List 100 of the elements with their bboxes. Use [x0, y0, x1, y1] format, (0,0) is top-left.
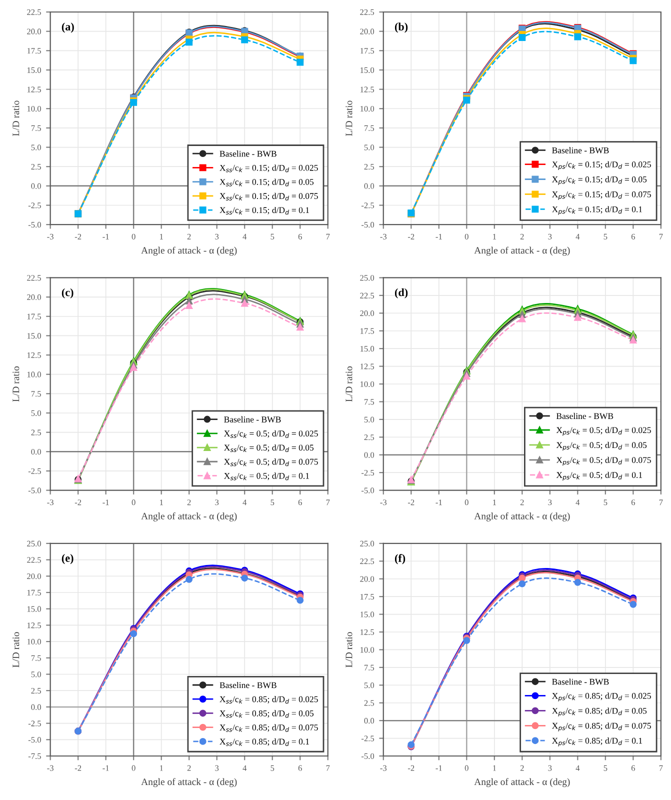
- x-axis-title: Angle of attack - α (deg): [141, 512, 237, 522]
- x-tick-label: -1: [102, 234, 109, 240]
- y-tick-label: 10.0: [360, 381, 374, 388]
- y-tick-label: 15.0: [360, 346, 374, 352]
- y-tick-label: 2.5: [364, 700, 374, 706]
- legend-label: X$_{ss}$/c$_{k}$ = 0.15; d/D$_{d}$ = 0.025: [220, 164, 318, 172]
- legend-label: X$_{ss}$/c$_{k}$ = 0.5; d/D$_{d}$ = 0.1: [224, 472, 309, 480]
- x-tick-label: -1: [436, 765, 442, 771]
- x-tick-label: 3: [548, 500, 552, 506]
- x-tick-label: 7: [659, 765, 663, 771]
- x-tick-label: 1: [493, 765, 496, 771]
- y-tick-label: 7.5: [31, 655, 41, 661]
- text: (a): [62, 22, 74, 33]
- legend-label: X$_{ps}$/c$_{k}$ = 0.85; d/D$_{d}$ = 0.075: [552, 722, 651, 732]
- y-tick-label: 15.0: [360, 612, 374, 618]
- legend-label: X$_{ss}$/c$_{k}$ = 0.85; d/D$_{d}$ = 0.05: [220, 710, 314, 718]
- x-tick-label: 7: [659, 500, 663, 506]
- text: (d): [394, 288, 408, 298]
- x-tick-label: 2: [520, 234, 524, 240]
- x-tick-label: -3: [380, 234, 387, 240]
- y-tick-label: 5.0: [364, 682, 374, 688]
- y-tick-label: 20.0: [27, 28, 41, 34]
- y-tick-label: 17.5: [360, 48, 374, 54]
- x-tick-label: 1: [160, 765, 163, 771]
- x-tick-label: 3: [215, 765, 219, 771]
- y-tick-label: -2.5: [28, 720, 41, 726]
- y-tick-label: -5.0: [361, 222, 374, 228]
- x-axis-title: Angle of attack - α (deg): [474, 512, 570, 522]
- y-tick-label: 15.0: [27, 333, 41, 339]
- y-tick-label: -5.0: [361, 753, 374, 760]
- y-tick-label: 2.5: [364, 434, 374, 440]
- legend-label: X$_{ps}$/c$_{k}$ = 0.5; d/D$_{d}$ = 0.1: [556, 472, 642, 481]
- x-tick-label: -1: [436, 234, 442, 240]
- x-tick-label: 5: [270, 500, 274, 506]
- x-tick-label: -3: [47, 765, 54, 771]
- x-tick-label: -2: [408, 234, 414, 240]
- legend-label: X$_{ps}$/c$_{k}$ = 0.85; d/D$_{d}$ = 0.05: [552, 708, 647, 716]
- x-tick-label: 2: [187, 500, 191, 506]
- y-tick-label: 20.0: [360, 310, 374, 316]
- x-tick-label: 2: [187, 765, 191, 771]
- x-tick-label: 5: [604, 500, 608, 506]
- text: (b): [394, 22, 408, 33]
- x-tick-label: -3: [380, 765, 387, 771]
- x-tick-label: -2: [74, 234, 82, 240]
- legend-label: X$_{ss}$/c$_{k}$ = 0.15; d/D$_{d}$ = 0.1: [220, 206, 309, 215]
- x-tick-label: 4: [242, 765, 247, 771]
- x-tick-label: 0: [464, 500, 468, 506]
- y-tick-label: 25.0: [360, 540, 374, 546]
- x-tick-label: 4: [576, 234, 580, 240]
- y-axis-title: L/D ratio: [12, 632, 20, 668]
- x-tick-label: 5: [270, 234, 274, 240]
- x-tick-label: 2: [520, 765, 524, 771]
- legend-label: X$_{ps}$/c$_{k}$ = 0.15; d/D$_{d}$ = 0.1: [552, 206, 642, 215]
- legend-label: X$_{ss}$/c$_{k}$ = 0.15; d/D$_{d}$ = 0.05: [220, 178, 314, 186]
- x-axis-title: Angle of attack - α (deg): [474, 778, 570, 788]
- y-tick-label: 0.0: [364, 718, 374, 724]
- y-tick-label: 17.5: [27, 590, 41, 596]
- y-tick-label: -2.5: [361, 202, 374, 208]
- y-tick-label: 22.5: [360, 558, 374, 564]
- x-tick-label: 6: [631, 765, 636, 771]
- y-axis-title: L/D ratio: [12, 100, 20, 136]
- x-tick-label: 3: [548, 765, 552, 771]
- legend-label: X$_{ps}$/c$_{k}$ = 0.15; d/D$_{d}$ = 0.075: [552, 191, 651, 200]
- y-tick-label: 10.0: [27, 372, 41, 378]
- y-tick-label: 0.0: [31, 183, 41, 189]
- legend-label: X$_{ps}$/c$_{k}$ = 0.5; d/D$_{d}$ = 0.05: [556, 442, 647, 451]
- x-tick-label: 3: [215, 234, 219, 240]
- y-tick-label: -5.0: [28, 488, 41, 494]
- y-tick-label: 17.5: [360, 594, 374, 600]
- x-tick-label: 7: [659, 234, 663, 240]
- y-tick-label: 7.5: [364, 664, 374, 670]
- text: (c): [62, 288, 74, 298]
- y-tick-label: 12.5: [27, 622, 41, 628]
- y-tick-label: 0.0: [31, 704, 41, 710]
- y-tick-label: 2.5: [31, 430, 41, 436]
- x-tick-label: 6: [298, 234, 302, 240]
- x-tick-label: 7: [326, 234, 330, 240]
- x-tick-label: -3: [47, 500, 54, 506]
- x-tick-label: 0: [464, 765, 468, 771]
- legend-label: X$_{ps}$/c$_{k}$ = 0.85; d/D$_{d}$ = 0.1: [552, 738, 642, 746]
- x-tick-label: -2: [74, 500, 82, 506]
- y-tick-label: 7.5: [364, 399, 374, 405]
- x-tick-label: 7: [326, 500, 330, 506]
- y-tick-label: 10.0: [27, 106, 41, 112]
- y-tick-label: 5.0: [364, 416, 374, 422]
- legend-label: X$_{ss}$/c$_{k}$ = 0.85; d/D$_{d}$ = 0.025: [220, 696, 318, 704]
- y-tick-label: -2.5: [361, 470, 374, 476]
- y-tick-label: 2.5: [31, 164, 41, 170]
- legend-label: X$_{ss}$/c$_{k}$ = 0.85; d/D$_{d}$ = 0.1: [220, 738, 309, 746]
- x-tick-label: 4: [242, 234, 247, 240]
- x-tick-label: 1: [160, 500, 163, 506]
- y-tick-label: 2.5: [31, 688, 41, 694]
- x-tick-label: 5: [604, 765, 608, 771]
- legend-label: X$_{ss}$/c$_{k}$ = 0.15; d/D$_{d}$ = 0.075: [220, 192, 318, 200]
- legend-label: Baseline - BWB: [220, 682, 276, 688]
- x-tick-label: 5: [604, 234, 608, 240]
- y-tick-label: 10.0: [27, 638, 41, 645]
- y-tick-label: 12.5: [360, 629, 374, 636]
- y-tick-label: 22.5: [360, 292, 374, 298]
- x-tick-label: -1: [102, 765, 109, 771]
